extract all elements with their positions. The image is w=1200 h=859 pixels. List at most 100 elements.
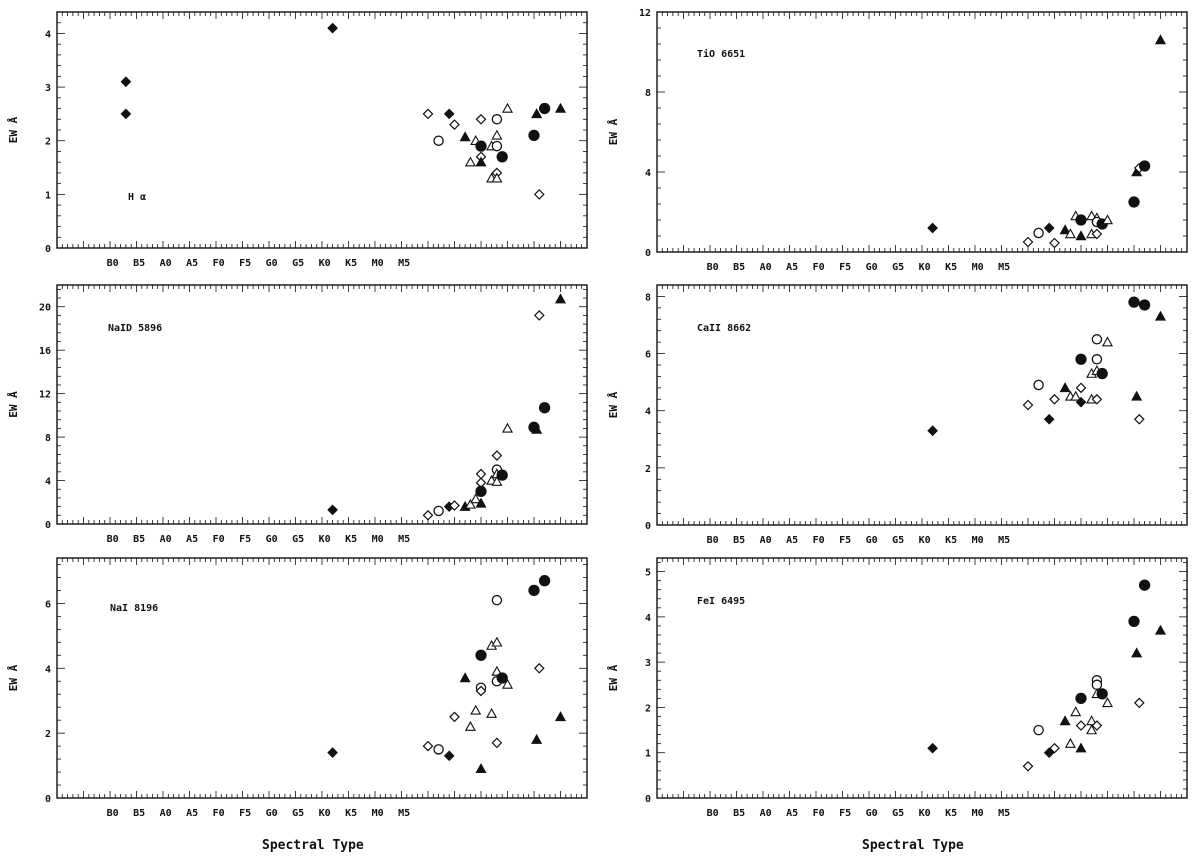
data-point-open-diamond bbox=[533, 662, 545, 674]
x-tick-label: K0 bbox=[319, 808, 331, 819]
data-point-open-diamond bbox=[1022, 760, 1034, 772]
y-tick-label: 16 bbox=[39, 346, 51, 357]
y-tick-label: 6 bbox=[45, 599, 51, 610]
data-point-filled-triangle bbox=[475, 763, 487, 774]
y-tick-label: 3 bbox=[45, 83, 51, 94]
x-axis-title-left: Spectral Type bbox=[262, 838, 364, 853]
data-point-filled-circle bbox=[496, 151, 508, 163]
data-point-open-triangle bbox=[1070, 390, 1082, 401]
x-tick-label: A0 bbox=[160, 258, 172, 269]
y-tick-label: 4 bbox=[45, 477, 51, 488]
plot-frame bbox=[656, 284, 1188, 526]
plot-frame bbox=[56, 284, 588, 525]
x-tick-label: A0 bbox=[160, 808, 172, 819]
y-tick-label: 0 bbox=[45, 244, 51, 255]
x-tick-label: M5 bbox=[998, 535, 1010, 546]
data-point-open-circle bbox=[491, 114, 503, 125]
data-point-open-diamond bbox=[1049, 393, 1060, 405]
x-tick-label: B0 bbox=[107, 258, 119, 269]
y-tick-label: 8 bbox=[645, 88, 651, 99]
data-point-filled-triangle bbox=[1154, 310, 1167, 321]
data-point-filled-circle bbox=[528, 129, 540, 142]
data-point-open-diamond bbox=[475, 113, 487, 125]
data-point-filled-circle bbox=[1096, 688, 1108, 700]
y-tick-label: 4 bbox=[45, 29, 51, 40]
data-point-filled-triangle bbox=[1059, 224, 1071, 235]
panel-label: FeI 6495 bbox=[697, 596, 745, 607]
data-point-open-triangle bbox=[464, 156, 476, 167]
x-tick-label: B0 bbox=[707, 535, 719, 546]
x-tick-label: G0 bbox=[266, 534, 278, 545]
x-tick-label: M0 bbox=[372, 808, 384, 819]
x-tick-label: B0 bbox=[107, 808, 119, 819]
x-tick-label: F0 bbox=[813, 262, 825, 273]
data-point-open-diamond bbox=[533, 189, 545, 200]
panel-label: CaII 8662 bbox=[697, 323, 751, 334]
x-tick-label: K5 bbox=[345, 534, 357, 545]
x-tick-label: A0 bbox=[760, 808, 772, 819]
y-tick-label: 12 bbox=[639, 8, 651, 19]
data-point-open-triangle bbox=[1101, 214, 1114, 225]
y-tick-label: 0 bbox=[45, 520, 51, 531]
panel-caii: B0 B5 A0 A5 F0 F5 G0 G5 K0 K5 M0 M5 0 2 4 6 8 EW Å CaII 86… bbox=[607, 284, 1188, 546]
data-point-open-triangle bbox=[1070, 706, 1082, 717]
plot-frame bbox=[656, 557, 1188, 799]
data-point-filled-circle bbox=[1128, 615, 1140, 628]
x-tick-label: G5 bbox=[892, 262, 904, 273]
data-point-open-circle bbox=[1033, 227, 1044, 239]
y-tick-label: 2 bbox=[45, 137, 51, 148]
data-point-filled-triangle bbox=[531, 423, 543, 434]
x-tick-label: B5 bbox=[733, 808, 745, 819]
data-point-open-circle bbox=[1033, 724, 1044, 736]
y-tick-label: 4 bbox=[45, 664, 51, 675]
data-point-open-diamond bbox=[1022, 236, 1034, 248]
y-tick-label: 2 bbox=[645, 464, 651, 475]
x-tick-label: M5 bbox=[998, 808, 1010, 819]
panel-naid: B0 B5 A0 A5 F0 F5 G0 G5 K0 K5 M0 M5 0 4 8 12 16 20 EW Å NaI… bbox=[7, 284, 588, 545]
data-point-filled-diamond bbox=[1043, 222, 1055, 234]
data-point-open-diamond bbox=[491, 450, 503, 461]
data-point-open-circle bbox=[491, 140, 503, 152]
data-point-filled-circle bbox=[496, 469, 508, 481]
y-axis-label: EW Å bbox=[7, 116, 20, 143]
x-tick-label: F5 bbox=[239, 534, 251, 545]
x-tick-label: M0 bbox=[372, 534, 384, 545]
x-tick-label: M5 bbox=[998, 262, 1010, 273]
x-tick-label: G0 bbox=[266, 808, 278, 819]
panel-label: NaI 8196 bbox=[110, 603, 158, 614]
y-tick-label: 8 bbox=[45, 433, 51, 444]
x-tick-label: G5 bbox=[292, 534, 304, 545]
data-point-open-diamond bbox=[449, 500, 460, 511]
panel-label: NaID 5896 bbox=[108, 323, 162, 334]
y-tick-label: 20 bbox=[39, 303, 51, 314]
x-tick-label: M0 bbox=[972, 535, 984, 546]
x-tick-label: K0 bbox=[919, 535, 931, 546]
data-point-filled-circle bbox=[1128, 196, 1140, 208]
data-point-open-triangle bbox=[1101, 697, 1114, 708]
y-tick-label: 6 bbox=[645, 350, 651, 361]
data-point-filled-diamond bbox=[927, 742, 938, 754]
data-point-open-diamond bbox=[1049, 237, 1060, 249]
x-tick-label: F5 bbox=[839, 808, 851, 819]
x-tick-label: F0 bbox=[213, 258, 225, 269]
data-point-filled-triangle bbox=[554, 293, 567, 304]
x-tick-label: M5 bbox=[398, 808, 410, 819]
data-point-filled-triangle bbox=[459, 672, 471, 683]
data-point-open-diamond bbox=[422, 108, 434, 120]
panel-label: TiO 6651 bbox=[697, 48, 745, 60]
data-point-open-triangle bbox=[501, 422, 514, 433]
x-tick-label: G0 bbox=[266, 258, 278, 269]
data-point-filled-triangle bbox=[475, 156, 487, 167]
data-point-open-diamond bbox=[1091, 720, 1103, 731]
data-point-open-triangle bbox=[491, 475, 503, 486]
x-tick-label: G5 bbox=[892, 808, 904, 819]
data-point-open-diamond bbox=[1133, 697, 1145, 709]
data-point-filled-circle bbox=[1138, 579, 1151, 591]
data-point-filled-diamond bbox=[927, 425, 938, 437]
data-point-open-circle bbox=[1091, 354, 1103, 365]
x-tick-label: G0 bbox=[866, 535, 878, 546]
data-point-filled-circle bbox=[1075, 214, 1087, 226]
y-axis-label: EW Å bbox=[607, 664, 620, 691]
data-point-open-circle bbox=[1091, 334, 1103, 345]
